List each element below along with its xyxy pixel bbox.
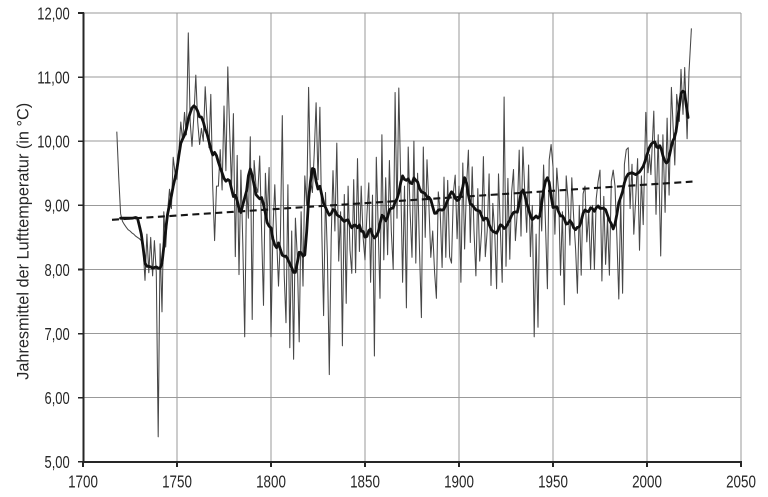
svg-text:8,00: 8,00	[45, 260, 70, 280]
svg-text:12,00: 12,00	[37, 3, 69, 23]
svg-text:9,00: 9,00	[45, 196, 70, 216]
svg-text:10,00: 10,00	[37, 132, 69, 152]
svg-text:Jahresmittel der Lufttemperatu: Jahresmittel der Lufttemperatur (in °C)	[15, 103, 33, 380]
svg-text:11,00: 11,00	[37, 67, 69, 87]
svg-text:1750: 1750	[162, 471, 192, 491]
svg-text:1850: 1850	[350, 471, 380, 491]
svg-text:7,00: 7,00	[45, 324, 70, 344]
svg-text:1700: 1700	[68, 471, 98, 491]
svg-text:1950: 1950	[538, 471, 568, 491]
svg-text:2000: 2000	[632, 471, 662, 491]
svg-text:6,00: 6,00	[45, 388, 70, 408]
svg-text:1800: 1800	[256, 471, 286, 491]
svg-text:5,00: 5,00	[45, 452, 70, 472]
svg-text:1900: 1900	[444, 471, 474, 491]
svg-text:2050: 2050	[726, 471, 756, 491]
